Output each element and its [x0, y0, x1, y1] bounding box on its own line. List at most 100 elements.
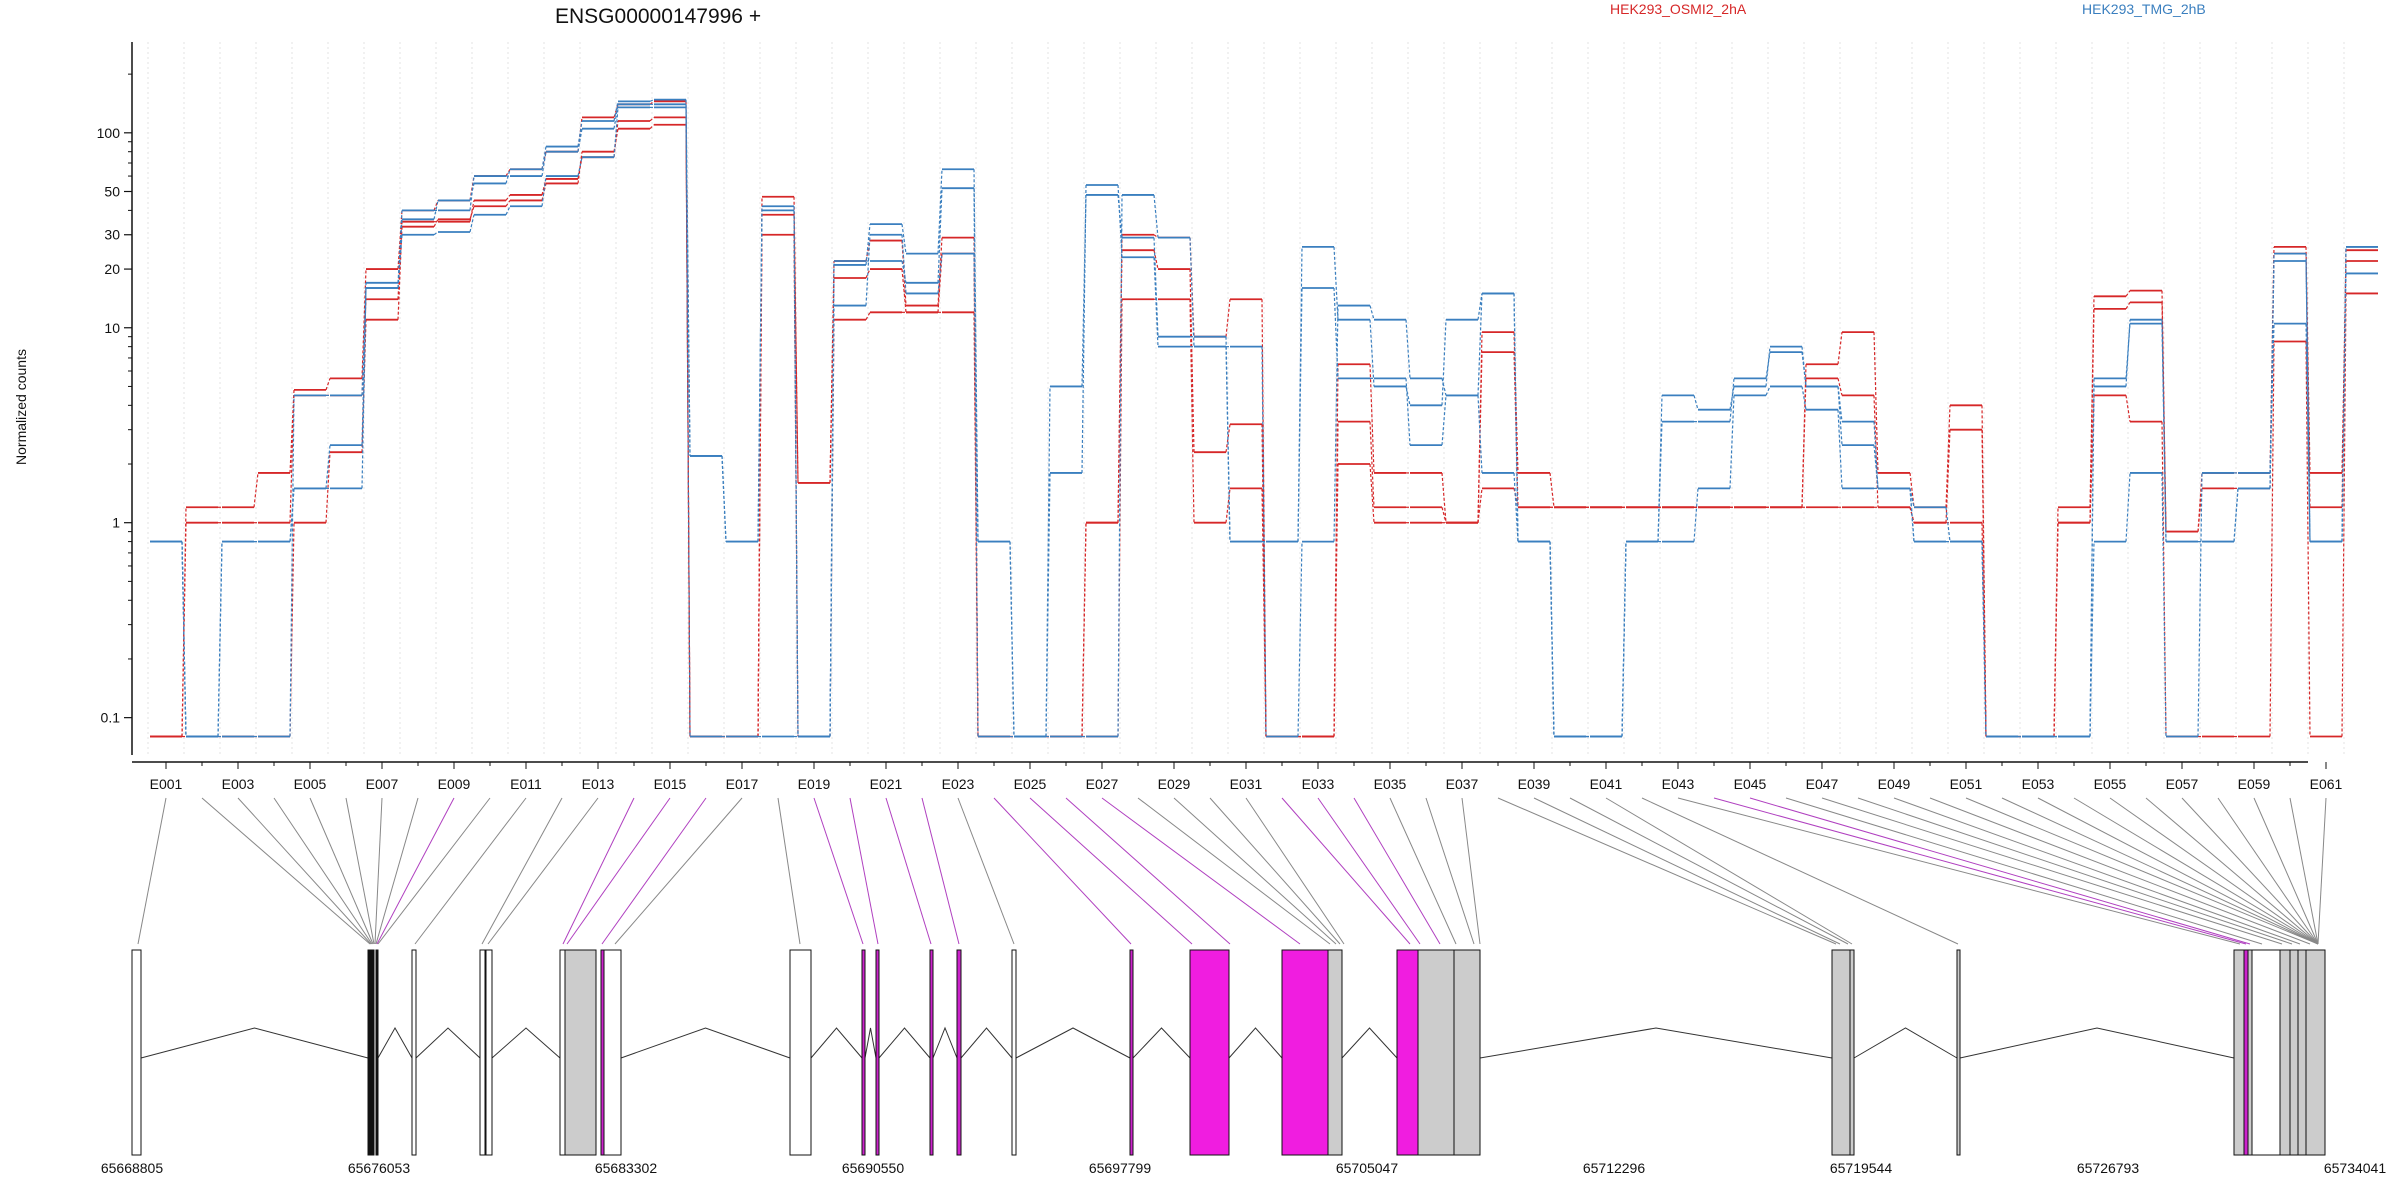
- exon-connector: [1605, 797, 1853, 945]
- data-connector: [1513, 293, 1519, 542]
- data-connector: [541, 151, 547, 177]
- data-connector: [1909, 472, 1915, 508]
- data-connector: [1369, 421, 1375, 508]
- exon-connector: [1101, 797, 1301, 945]
- data-connector: [2233, 488, 2239, 542]
- coordinate-label: 65690550: [842, 1160, 905, 1176]
- data-connector: [1405, 386, 1411, 406]
- data-connector: [1153, 237, 1159, 337]
- data-connector: [325, 452, 331, 523]
- data-connector: [613, 107, 619, 158]
- exon-connector: [1209, 797, 1341, 945]
- data-connector: [2161, 323, 2167, 542]
- x-tick-label: E007: [366, 776, 399, 792]
- exon-connector: [309, 797, 374, 945]
- data-connector: [1333, 464, 1339, 737]
- series-tmg-3: [150, 103, 2378, 738]
- data-connector: [541, 178, 547, 196]
- exon-block: [2297, 949, 2307, 1156]
- exon-connector: [201, 797, 371, 945]
- coordinate-label: 65734041: [2324, 1160, 2387, 1176]
- data-connector: [505, 200, 511, 207]
- data-connector: [1333, 305, 1339, 542]
- data-connector: [2125, 290, 2131, 297]
- data-connector: [649, 116, 655, 122]
- coordinate-label: 65705047: [1336, 1160, 1399, 1176]
- genome-coordinate-axis: 65668805 65676053 65683302 65690550 65697799…: [101, 1160, 2387, 1176]
- intron-line: [620, 1027, 791, 1059]
- data-connector: [1441, 395, 1447, 446]
- exon-connector: [1461, 797, 1481, 945]
- data-connector: [2125, 395, 2131, 422]
- data-connector: [1693, 395, 1699, 410]
- exon-connector: [2181, 797, 2319, 945]
- data-connector: [1369, 364, 1375, 473]
- data-connector: [505, 169, 511, 184]
- exon-connector: [1281, 797, 1411, 945]
- exon-connector: [2037, 797, 2319, 945]
- data-connector: [433, 200, 439, 211]
- x-tick-label: E015: [654, 776, 687, 792]
- data-connector: [1117, 194, 1123, 737]
- x-tick-label: E045: [1734, 776, 1767, 792]
- exon-block: [559, 949, 566, 1156]
- data-connector: [2305, 323, 2311, 542]
- intron-line: [377, 1026, 413, 1059]
- data-connector: [1549, 541, 1555, 737]
- coordinate-label: 65683302: [595, 1160, 658, 1176]
- data-connector: [1441, 507, 1447, 523]
- x-tick-label: E033: [1302, 776, 1335, 792]
- data-connector: [289, 395, 295, 737]
- exon-connector: [1065, 797, 1231, 945]
- exon-connector: [2109, 797, 2319, 945]
- exon-connector: [562, 797, 635, 945]
- data-connector: [2269, 341, 2275, 737]
- exon-connector: [1389, 797, 1457, 945]
- data-connector: [1261, 488, 1267, 737]
- exon-connector: [1641, 797, 1959, 945]
- intron-line: [864, 1027, 877, 1059]
- data-connector: [1513, 472, 1519, 542]
- data-connector: [613, 104, 619, 129]
- data-connector: [1873, 395, 1879, 508]
- data-connector: [757, 210, 763, 542]
- coordinate-label: 65712296: [1583, 1160, 1646, 1176]
- data-connector: [1405, 378, 1411, 446]
- grid-lines: [147, 42, 2345, 755]
- data-connector: [1297, 287, 1303, 542]
- exon-connector: [1317, 797, 1421, 945]
- exon-block: [2251, 949, 2281, 1156]
- data-connector: [865, 268, 871, 279]
- exon-connector: [993, 797, 1132, 945]
- data-connector: [1477, 293, 1483, 396]
- data-connector: [1225, 488, 1231, 523]
- intron-line: [1479, 1027, 1833, 1059]
- exon-block: [929, 949, 934, 1156]
- data-connector: [253, 472, 259, 508]
- data-connector: [613, 128, 619, 152]
- coordinate-label: 65676053: [348, 1160, 411, 1176]
- intron-line: [1853, 1027, 1958, 1059]
- exon-connector: [1425, 797, 1475, 945]
- data-connector: [433, 231, 439, 236]
- data-connector: [865, 234, 871, 306]
- intron-line: [1132, 1027, 1191, 1059]
- data-connector: [289, 389, 295, 473]
- data-connector: [1801, 378, 1807, 508]
- data-connector: [2161, 472, 2167, 737]
- x-tick-label: E001: [150, 776, 183, 792]
- data-connector: [613, 101, 619, 122]
- exon-block: [2233, 949, 2245, 1156]
- data-connector: [2125, 323, 2131, 379]
- data-connector: [469, 200, 475, 222]
- exon-block: [861, 949, 866, 1156]
- data-connector: [973, 253, 979, 542]
- intron-line: [1341, 1027, 1398, 1059]
- chart-title: ENSG00000147996 +: [555, 5, 761, 28]
- exon-connector: [601, 797, 707, 945]
- x-tick-label: E031: [1230, 776, 1263, 792]
- x-tick-label: E013: [582, 776, 615, 792]
- intron-line: [810, 1027, 863, 1059]
- data-connector: [541, 146, 547, 170]
- data-connector: [649, 124, 655, 130]
